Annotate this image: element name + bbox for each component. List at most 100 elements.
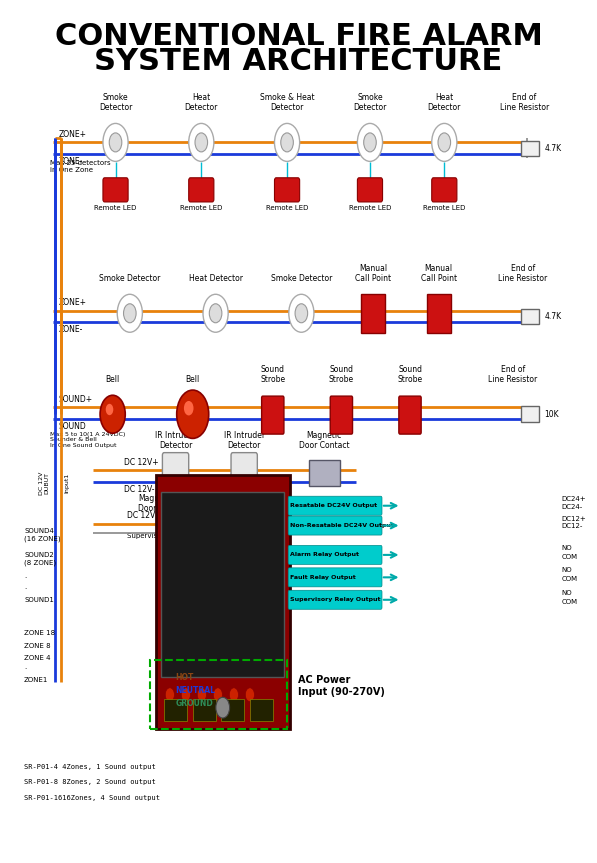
Text: Bell: Bell <box>106 375 120 384</box>
Circle shape <box>245 688 254 702</box>
Circle shape <box>203 294 228 332</box>
Circle shape <box>289 294 314 332</box>
FancyBboxPatch shape <box>288 516 382 535</box>
Text: Smoke Detector: Smoke Detector <box>270 274 332 283</box>
Text: ZONE+: ZONE+ <box>59 130 87 139</box>
FancyBboxPatch shape <box>189 178 214 202</box>
Text: ZONE1: ZONE1 <box>24 677 48 683</box>
Text: Smoke Detector: Smoke Detector <box>99 274 161 283</box>
Text: GROUND: GROUND <box>176 699 213 708</box>
Circle shape <box>189 123 214 161</box>
Text: Remote LED: Remote LED <box>423 205 466 211</box>
Text: Max 25 detectors
in One Zone: Max 25 detectors in One Zone <box>50 160 110 173</box>
Bar <box>221 699 244 721</box>
Text: NO: NO <box>562 545 572 551</box>
Text: Smoke & Heat
Detector: Smoke & Heat Detector <box>260 93 315 112</box>
FancyBboxPatch shape <box>358 178 383 202</box>
Text: Resatable DC24V Output: Resatable DC24V Output <box>291 503 378 508</box>
Circle shape <box>184 401 193 415</box>
Text: ZONE-: ZONE- <box>59 325 83 334</box>
Text: NO: NO <box>562 568 572 573</box>
Text: Non-Resatable DC24V Output: Non-Resatable DC24V Output <box>291 523 395 528</box>
Circle shape <box>177 390 209 438</box>
Bar <box>309 460 340 486</box>
Circle shape <box>295 304 307 323</box>
Text: End of
Line Resistor: End of Line Resistor <box>500 93 549 112</box>
Text: DC 12V
DUBUT: DC 12V DUBUT <box>39 471 50 495</box>
Bar <box>193 699 216 721</box>
Bar <box>164 699 187 721</box>
Text: ZONE 8: ZONE 8 <box>24 643 51 648</box>
Text: 10K: 10K <box>544 410 559 419</box>
Text: CONVENTIONAL FIRE ALARM: CONVENTIONAL FIRE ALARM <box>54 22 543 51</box>
Circle shape <box>364 133 376 152</box>
Text: DC12+: DC12+ <box>562 516 586 521</box>
Text: Bell: Bell <box>186 375 200 384</box>
Text: ·: · <box>24 586 26 591</box>
FancyBboxPatch shape <box>399 396 421 434</box>
Text: ZONE+: ZONE+ <box>59 299 87 307</box>
Text: IR Intruder
Detector: IR Intruder Detector <box>155 432 196 450</box>
Text: Remote LED: Remote LED <box>94 205 137 211</box>
Circle shape <box>438 133 451 152</box>
Text: ZONE 4: ZONE 4 <box>24 656 51 661</box>
Text: DC12-: DC12- <box>562 524 583 529</box>
Text: ·: · <box>24 666 26 671</box>
Text: SOUND1: SOUND1 <box>24 597 54 602</box>
Circle shape <box>432 123 457 161</box>
Circle shape <box>275 123 300 161</box>
Text: SOUND4
(16 ZONE): SOUND4 (16 ZONE) <box>24 528 61 542</box>
Circle shape <box>358 123 383 161</box>
Bar <box>521 309 539 324</box>
Text: SR-P01-8 8Zones, 2 Sound output: SR-P01-8 8Zones, 2 Sound output <box>24 779 156 785</box>
Text: COM: COM <box>562 599 578 604</box>
Text: DC 12V+: DC 12V+ <box>127 511 162 520</box>
Text: AC Power
Input (90-270V): AC Power Input (90-270V) <box>298 675 386 697</box>
FancyBboxPatch shape <box>231 453 257 497</box>
Circle shape <box>195 133 208 152</box>
Text: Input1: Input1 <box>64 473 69 494</box>
FancyBboxPatch shape <box>330 396 353 434</box>
Text: End of
Line Resistor: End of Line Resistor <box>498 264 547 283</box>
Text: COM: COM <box>562 554 578 559</box>
Circle shape <box>216 697 230 718</box>
Circle shape <box>100 395 125 433</box>
Text: ZONE 18: ZONE 18 <box>24 630 55 635</box>
Text: SR-P01-1616Zones, 4 Sound output: SR-P01-1616Zones, 4 Sound output <box>24 795 160 801</box>
Text: Max 5 to 10(1 A 24VDC)
Sounder & Bell
In One Sound Output: Max 5 to 10(1 A 24VDC) Sounder & Bell In… <box>50 432 125 448</box>
Bar <box>521 141 539 156</box>
Text: DC 12V+: DC 12V+ <box>124 458 159 467</box>
Text: Remote LED: Remote LED <box>266 205 308 211</box>
Text: ZONE-: ZONE- <box>59 157 83 166</box>
FancyBboxPatch shape <box>275 178 300 202</box>
FancyBboxPatch shape <box>162 453 189 497</box>
Text: 4.7K: 4.7K <box>544 144 562 153</box>
Text: SOUND2
(8 ZONE): SOUND2 (8 ZONE) <box>24 552 56 566</box>
FancyBboxPatch shape <box>288 590 382 609</box>
Text: Magnetic
Door Contact: Magnetic Door Contact <box>299 432 349 450</box>
Text: Manual
Call Point: Manual Call Point <box>420 264 457 283</box>
Text: DC24+: DC24+ <box>562 496 586 501</box>
Text: Fault Relay Output: Fault Relay Output <box>291 575 356 580</box>
FancyBboxPatch shape <box>156 475 290 729</box>
FancyBboxPatch shape <box>432 178 457 202</box>
Text: End of
Line Resistor: End of Line Resistor <box>488 365 537 384</box>
FancyBboxPatch shape <box>103 178 128 202</box>
Text: Sound
Strobe: Sound Strobe <box>329 365 354 384</box>
Text: Manual
Call Point: Manual Call Point <box>355 264 391 283</box>
Text: Alarm Relay Output: Alarm Relay Output <box>291 552 359 557</box>
Bar <box>250 699 273 721</box>
Text: Sound
Strobe: Sound Strobe <box>398 365 423 384</box>
FancyBboxPatch shape <box>288 545 382 564</box>
Circle shape <box>213 688 223 702</box>
Text: SYSTEM ARCHITECTURE: SYSTEM ARCHITECTURE <box>94 47 503 77</box>
Text: 4.7K: 4.7K <box>544 312 562 321</box>
Circle shape <box>181 688 190 702</box>
FancyBboxPatch shape <box>261 396 284 434</box>
Bar <box>226 511 257 537</box>
Bar <box>521 406 539 422</box>
Circle shape <box>109 133 122 152</box>
Text: SOUND: SOUND <box>59 422 86 431</box>
Text: SOUND+: SOUND+ <box>59 395 93 404</box>
Text: IR Intruder
Detector: IR Intruder Detector <box>224 432 264 450</box>
